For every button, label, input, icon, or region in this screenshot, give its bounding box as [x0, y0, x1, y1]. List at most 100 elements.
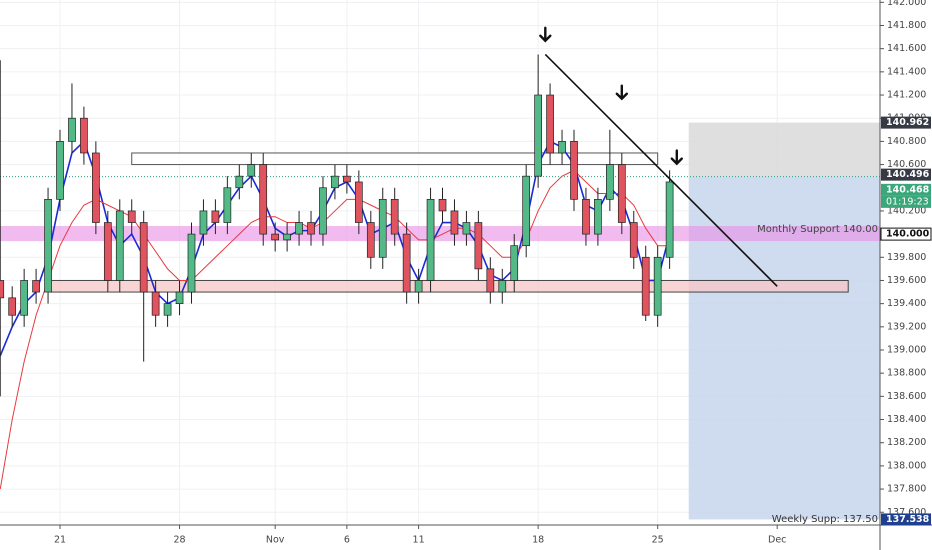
candle-body: [68, 117, 76, 142]
candle-body: [665, 181, 674, 258]
candle-body: [80, 117, 88, 154]
candle-body: [271, 233, 280, 241]
candle-body: [115, 210, 124, 281]
candle-body: [56, 141, 64, 200]
candle-body: [199, 210, 208, 235]
price-label-box: [880, 227, 932, 241]
y-tick-label: 137.600: [887, 507, 926, 518]
candle-body: [307, 222, 315, 235]
candle-body: [139, 222, 148, 293]
price-label: 140.468: [886, 184, 930, 195]
candle-body: [378, 198, 387, 258]
candle-body: [331, 175, 339, 189]
candle-body: [163, 303, 172, 316]
y-tick-label: 141.600: [887, 43, 926, 54]
candle-body: [151, 291, 160, 316]
candle-body: [175, 291, 184, 304]
price-label: 137.538: [886, 514, 930, 525]
candle-body: [653, 256, 662, 316]
plot-area: Monthly Support 140.00 Weekly Supp: 137.5…: [0, 0, 880, 525]
candle-body: [486, 268, 495, 293]
x-tick-label: Dec: [768, 535, 786, 546]
arrow: [615, 84, 629, 101]
x-tick-label: 6: [344, 535, 350, 546]
price-label-box: [881, 513, 931, 526]
y-tick-label: 139.800: [887, 252, 926, 263]
candle-body: [259, 164, 268, 235]
candle-body: [426, 198, 435, 281]
candle-body: [343, 175, 351, 183]
level-label: Monthly Support 140.00: [757, 224, 878, 235]
x-tick-label: 18: [532, 535, 544, 546]
x-tick-label: 25: [652, 535, 664, 546]
zone: [0, 225, 880, 242]
candle-body: [641, 256, 650, 316]
y-tick-label: 139.000: [887, 345, 926, 356]
candle-body: [510, 245, 519, 281]
candle-body: [20, 280, 28, 316]
x-tick-label: 21: [54, 535, 66, 546]
y-tick-label: 138.000: [887, 460, 926, 471]
candle-body: [450, 210, 459, 235]
y-tick-label: 141.400: [887, 66, 926, 77]
countdown: 01:19:23: [886, 196, 929, 207]
price-label: 140.962: [886, 117, 929, 128]
candle-body: [390, 198, 399, 235]
candle-body: [570, 141, 578, 200]
zone: [131, 152, 659, 166]
candle-body: [534, 94, 542, 177]
candle-body: [103, 222, 112, 281]
y-tick-label: 138.400: [887, 414, 926, 425]
y-tick-label: 138.600: [887, 391, 926, 402]
y-tick-label: 141.200: [887, 90, 926, 101]
trendline: [544, 53, 778, 287]
candle-body: [558, 141, 566, 154]
y-tick-label: 139.200: [887, 321, 926, 332]
candle-body: [606, 164, 614, 200]
price-label-box: [881, 183, 931, 196]
candle-body: [594, 198, 602, 235]
candle-body: [211, 210, 220, 223]
candle-body: [462, 222, 471, 235]
x-tick-label: Nov: [266, 535, 285, 546]
y-tick-label: 138.800: [887, 368, 926, 379]
candle-body: [223, 187, 232, 223]
arrow: [539, 26, 552, 43]
arrow: [670, 149, 683, 166]
candle-body: [582, 198, 590, 235]
price-label-box: [881, 168, 931, 181]
zone: [49, 279, 849, 293]
candle-body: [319, 187, 327, 235]
candle-body: [247, 164, 256, 177]
y-tick-label: 139.400: [887, 298, 926, 309]
candle-body: [283, 233, 291, 241]
candle-body: [295, 222, 303, 235]
x-tick-label: 28: [173, 535, 185, 546]
candle-body: [414, 280, 423, 293]
y-tick-label: 140.800: [887, 136, 926, 147]
candle-body: [546, 94, 554, 154]
price-label: 140.000: [886, 229, 930, 240]
candle-body: [187, 233, 196, 293]
price-label: 140.496: [886, 169, 930, 180]
candle-body: [617, 164, 626, 223]
candle-body: [92, 152, 100, 223]
candle-body: [402, 233, 411, 293]
candle-body: [366, 222, 375, 258]
axes: 137.600 137.800 138.000 138.200 138.400 138.6…: [54, 0, 932, 546]
position-risk: [688, 122, 880, 177]
candle-body: [32, 280, 40, 293]
y-tick-label: 141.800: [887, 20, 926, 31]
moving-average: [0, 169, 670, 490]
countdown-box: [881, 195, 931, 208]
y-tick-label: 140.200: [887, 205, 926, 216]
candle-body: [438, 198, 447, 212]
y-tick-label: 137.800: [887, 484, 926, 495]
candle-body: [0, 280, 5, 299]
candle-body: [354, 181, 363, 223]
candle-body: [8, 297, 17, 316]
candle-body: [44, 198, 52, 293]
y-tick-label: 140.600: [887, 159, 926, 170]
x-tick-label: 11: [413, 535, 425, 546]
